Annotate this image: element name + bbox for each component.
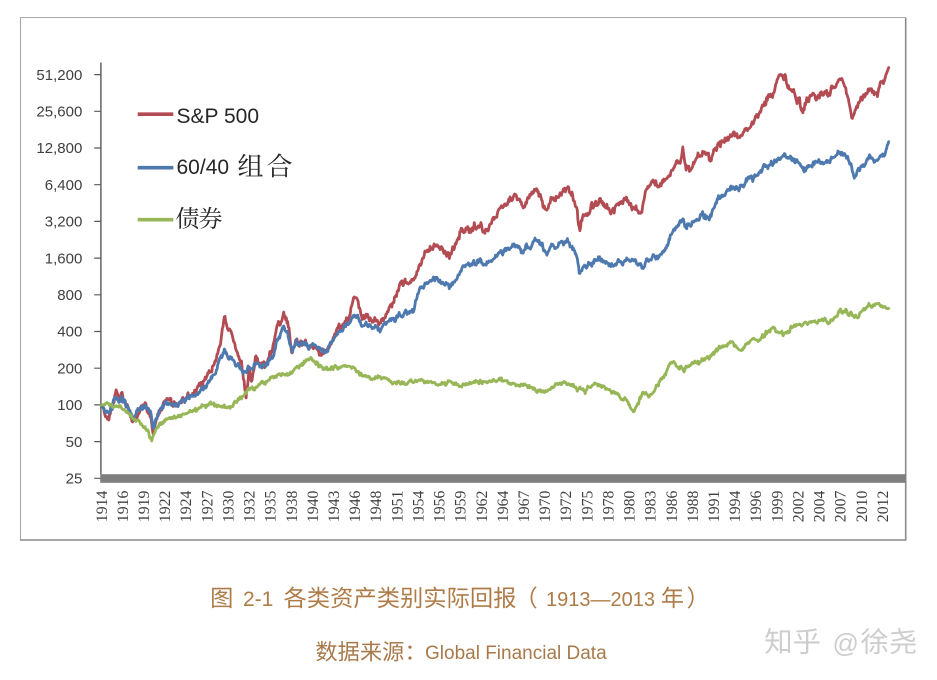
svg-text:1994: 1994 — [727, 490, 744, 522]
svg-text:1970: 1970 — [537, 490, 554, 522]
svg-text:1940: 1940 — [305, 490, 322, 522]
svg-text:1951: 1951 — [389, 491, 406, 523]
svg-text:1938: 1938 — [284, 490, 301, 522]
svg-text:1975: 1975 — [579, 490, 596, 522]
svg-text:3,200: 3,200 — [45, 214, 83, 231]
svg-text:51,200: 51,200 — [36, 67, 82, 84]
svg-text:1,600: 1,600 — [45, 250, 83, 267]
svg-text:Global Financial Data: Global Financial Data — [425, 643, 607, 664]
svg-text:2010: 2010 — [854, 490, 871, 522]
svg-text:2-1: 2-1 — [243, 588, 273, 611]
svg-text:1999: 1999 — [769, 490, 786, 522]
svg-text:1935: 1935 — [263, 490, 280, 522]
svg-text:1983: 1983 — [643, 490, 660, 522]
svg-text:1962: 1962 — [474, 490, 491, 522]
svg-text:1948: 1948 — [368, 490, 385, 522]
svg-text:1946: 1946 — [347, 490, 364, 522]
svg-text:1919: 1919 — [136, 490, 153, 522]
svg-text:1954: 1954 — [411, 490, 428, 522]
svg-text:25: 25 — [66, 471, 83, 488]
svg-text:1991: 1991 — [706, 491, 723, 523]
svg-text:800: 800 — [57, 287, 82, 304]
svg-text:50: 50 — [66, 434, 83, 451]
svg-text:1913—2013: 1913—2013 — [546, 589, 655, 611]
svg-text:400: 400 — [57, 324, 82, 341]
svg-text:1967: 1967 — [516, 490, 533, 522]
svg-text:1972: 1972 — [558, 490, 575, 522]
svg-text:2012: 2012 — [875, 490, 892, 522]
svg-text:1988: 1988 — [685, 490, 702, 522]
svg-text:1930: 1930 — [221, 490, 238, 522]
svg-text:1914: 1914 — [94, 490, 111, 522]
svg-text:60/40: 60/40 — [177, 156, 230, 179]
svg-text:100: 100 — [57, 397, 82, 414]
svg-text:1932: 1932 — [242, 490, 259, 522]
svg-text:2002: 2002 — [791, 490, 808, 522]
svg-text:6,400: 6,400 — [45, 177, 83, 194]
svg-text:1978: 1978 — [601, 490, 618, 522]
svg-text:1943: 1943 — [326, 490, 343, 522]
svg-text:25,600: 25,600 — [36, 104, 82, 121]
svg-text:1996: 1996 — [748, 490, 765, 522]
svg-text:1924: 1924 — [178, 490, 195, 522]
svg-text:2004: 2004 — [812, 490, 829, 522]
svg-text:1980: 1980 — [622, 490, 639, 522]
svg-text:1956: 1956 — [432, 490, 449, 522]
svg-text:1922: 1922 — [157, 490, 174, 522]
svg-text:@: @ — [833, 628, 859, 658]
svg-text:S&P 500: S&P 500 — [177, 105, 260, 128]
svg-text:1964: 1964 — [495, 490, 512, 522]
svg-text:200: 200 — [57, 360, 82, 377]
svg-text:1986: 1986 — [664, 490, 681, 522]
svg-text:12,800: 12,800 — [36, 140, 82, 157]
svg-text:2007: 2007 — [833, 490, 850, 522]
svg-text:1959: 1959 — [453, 490, 470, 522]
svg-text:1927: 1927 — [199, 490, 216, 522]
svg-text:1916: 1916 — [115, 490, 132, 522]
